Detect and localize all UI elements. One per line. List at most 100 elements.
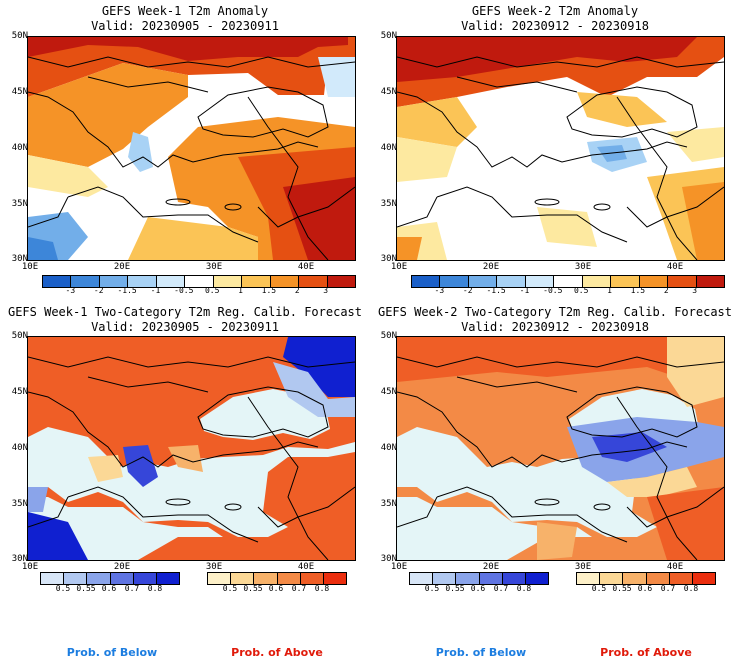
panel2-colorbar-tick-label: -1 <box>519 286 530 295</box>
panel4-below-colorbar-tick-label: 0.7 <box>493 584 509 593</box>
panel1-title-line2: Valid: 20230905 - 20230911 <box>91 19 279 33</box>
colorbar-swatch <box>623 573 647 584</box>
panel4-below-colorbar <box>409 572 549 585</box>
panel4-above-colorbar <box>576 572 716 585</box>
colorbar-swatch <box>600 573 624 584</box>
colorbar-swatch <box>99 276 129 287</box>
colorbar-swatch <box>582 276 612 287</box>
panel1-colorbar-tick-label: 2 <box>294 286 300 295</box>
colorbar-swatch <box>327 276 355 287</box>
panel4-prob-above-label: Prob. of Above <box>600 646 692 659</box>
panel3-lon-10e: 10E <box>21 562 39 572</box>
colorbar-swatch <box>456 573 480 584</box>
panel1-colorbar-tick-label: -3 <box>65 286 76 295</box>
colorbar-swatch <box>110 573 134 584</box>
panel2-title-line1: GEFS Week-2 T2m Anomaly <box>471 4 639 18</box>
panel4-above-colorbar-tick-label: 0.55 <box>612 584 632 593</box>
panel4-lon-20e: 20E <box>482 562 500 572</box>
panel4-above-colorbar-tick-label: 0.5 <box>591 584 607 593</box>
panel1-colorbar-tick-label: 1.5 <box>261 286 277 295</box>
panel1-lon-20e: 20E <box>113 262 131 272</box>
colorbar-swatch <box>696 276 724 287</box>
colorbar-swatch <box>299 276 328 287</box>
panel4-lon-10e: 10E <box>390 562 408 572</box>
panel3-below-colorbar-tick-label: 0.7 <box>124 584 140 593</box>
colorbar-swatch <box>410 573 434 584</box>
panel1-lat-50n: 50N <box>11 31 28 41</box>
panel2-lon-20e: 20E <box>482 262 500 272</box>
colorbar-swatch <box>71 276 100 287</box>
panel2-lat-50n: 50N <box>380 31 397 41</box>
colorbar-swatch <box>577 573 601 584</box>
colorbar-swatch <box>87 573 111 584</box>
panel4-lon-40e: 40E <box>666 562 684 572</box>
panel4-title: GEFS Week-2 Two-Category T2m Reg. Calib.… <box>370 305 740 335</box>
panel1-title-line1: GEFS Week-1 T2m Anomaly <box>101 4 269 18</box>
panel1-colorbar-tick-label: -1 <box>150 286 161 295</box>
colorbar-swatch <box>323 573 347 584</box>
colorbar-swatch <box>43 276 72 287</box>
panel3-above-colorbar-tick-label: 0.5 <box>222 584 238 593</box>
panel2-colorbar-tick-label: -1.5 <box>486 286 506 295</box>
panel4-below-colorbar-tick-label: 0.8 <box>516 584 532 593</box>
panel2-colorbar-tick-label: 2 <box>663 286 669 295</box>
colorbar-swatch <box>611 276 640 287</box>
panel3-lon-30e: 30E <box>205 562 223 572</box>
panel1-title: GEFS Week-1 T2m Anomaly Valid: 20230905 … <box>0 4 370 34</box>
panel2-title: GEFS Week-2 T2m Anomaly Valid: 20230912 … <box>370 4 740 34</box>
panel4-below-colorbar-tick-label: 0.5 <box>424 584 440 593</box>
colorbar-swatch <box>502 573 526 584</box>
panel3-below-colorbar-tick-label: 0.5 <box>55 584 71 593</box>
colorbar-swatch <box>525 573 549 584</box>
panel2-lat-30n: 30N <box>380 254 397 264</box>
panel3-lat-40n: 40N <box>11 443 28 453</box>
colorbar-swatch <box>242 276 271 287</box>
panel2-anomaly-colorbar <box>411 275 725 288</box>
panel4-below-colorbar-tick-label: 0.55 <box>445 584 465 593</box>
colorbar-swatch <box>213 276 243 287</box>
panel2-lat-40n: 40N <box>380 143 397 153</box>
colorbar-swatch <box>128 276 157 287</box>
panel3-lat-50n: 50N <box>11 331 28 341</box>
panel3-above-colorbar-tick-label: 0.6 <box>268 584 284 593</box>
colorbar-swatch <box>525 276 555 287</box>
colorbar-swatch <box>497 276 526 287</box>
colorbar-swatch <box>231 573 255 584</box>
colorbar-swatch <box>185 276 214 287</box>
panel4-lat-30n: 30N <box>380 554 397 564</box>
panel1-colorbar-tick-label: -0.5 <box>174 286 194 295</box>
colorbar-swatch <box>669 573 693 584</box>
panel4-prob-below-label: Prob. of Below <box>435 646 527 659</box>
colorbar-swatch <box>254 573 278 584</box>
panel3-title: GEFS Week-1 Two-Category T2m Reg. Calib.… <box>0 305 370 335</box>
panel3-lat-30n: 30N <box>11 554 28 564</box>
panel3-below-colorbar-tick-label: 0.55 <box>76 584 96 593</box>
panel3-prob-above-label: Prob. of Above <box>231 646 323 659</box>
panel1-lat-40n: 40N <box>11 143 28 153</box>
panel2-colorbar-tick-label: -3 <box>434 286 445 295</box>
panel4-above-colorbar-tick-label: 0.6 <box>637 584 653 593</box>
panel3-lat-45n: 45N <box>11 387 28 397</box>
panel2-lon-10e: 10E <box>390 262 408 272</box>
panel3-title-line2: Valid: 20230905 - 20230911 <box>91 320 279 334</box>
panel3-below-colorbar-tick-label: 0.8 <box>147 584 163 593</box>
colorbar-swatch <box>156 276 186 287</box>
panel3-above-colorbar-tick-label: 0.8 <box>314 584 330 593</box>
panel4-above-colorbar-tick-label: 0.7 <box>660 584 676 593</box>
panel2-colorbar-tick-label: 1 <box>607 286 612 295</box>
panel2-map <box>396 36 725 261</box>
panel3-map <box>27 336 356 561</box>
panel2-lon-30e: 30E <box>574 262 592 272</box>
panel4-below-colorbar-tick-label: 0.6 <box>470 584 486 593</box>
panel4-above-colorbar-tick-label: 0.8 <box>683 584 699 593</box>
panel1-colorbar-tick-label: 1 <box>238 286 243 295</box>
panel2-title-line2: Valid: 20230912 - 20230918 <box>461 19 649 33</box>
panel4-lat-35n: 35N <box>380 499 397 509</box>
panel4-title-line1: GEFS Week-2 Two-Category T2m Reg. Calib.… <box>377 305 732 319</box>
panel3-above-colorbar <box>207 572 347 585</box>
panel2-colorbar-tick-label: 0.5 <box>573 286 589 295</box>
colorbar-swatch <box>646 573 670 584</box>
panel1-lon-10e: 10E <box>21 262 39 272</box>
panel3-above-colorbar-tick-label: 0.7 <box>291 584 307 593</box>
colorbar-swatch <box>468 276 498 287</box>
